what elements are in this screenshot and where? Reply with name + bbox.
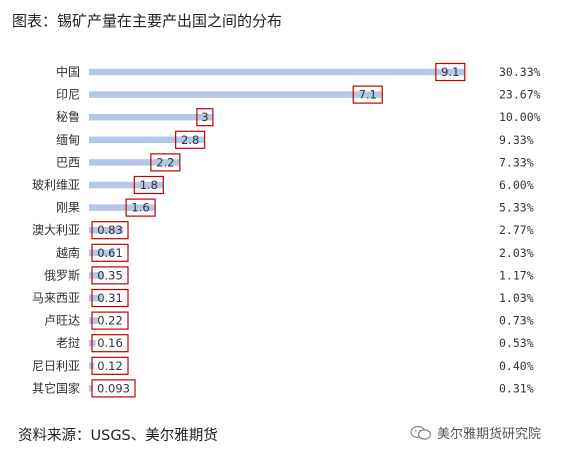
share-label: 0.53% bbox=[499, 336, 534, 350]
value-label: 0.31 bbox=[97, 291, 123, 305]
value-label: 0.12 bbox=[97, 359, 123, 373]
value-label: 0.16 bbox=[97, 336, 123, 350]
category-label: 卢旺达 bbox=[44, 313, 80, 328]
bars bbox=[89, 68, 465, 392]
value-highlight-box bbox=[125, 198, 156, 217]
share-label: 1.17% bbox=[499, 268, 534, 282]
source-note: 资料来源：USGS、美尔雅期货 bbox=[18, 428, 218, 444]
bar bbox=[89, 181, 164, 189]
bar bbox=[89, 136, 205, 144]
bar bbox=[89, 272, 104, 279]
value-highlight-box bbox=[91, 334, 129, 353]
share-label: 0.73% bbox=[499, 314, 534, 328]
category-label: 秘鲁 bbox=[56, 110, 80, 124]
value-highlight-box bbox=[91, 243, 129, 262]
value-label: 1.8 bbox=[140, 178, 158, 192]
value-label: 7.1 bbox=[359, 88, 377, 102]
category-label: 越南 bbox=[56, 245, 80, 260]
share-label: 0.31% bbox=[499, 381, 534, 395]
bar bbox=[89, 317, 99, 324]
category-label: 刚果 bbox=[56, 201, 80, 215]
value-highlight-box bbox=[352, 85, 383, 104]
share-label: 10.00% bbox=[499, 110, 541, 124]
bar bbox=[89, 385, 93, 392]
category-label: 澳大利亚 bbox=[32, 223, 80, 237]
value-label: 3 bbox=[201, 110, 208, 124]
category-label: 俄罗斯 bbox=[44, 268, 80, 282]
category-label: 老挝 bbox=[56, 336, 80, 350]
share-label: 9.33% bbox=[499, 133, 534, 147]
value-label: 0.83 bbox=[97, 223, 123, 237]
bar bbox=[89, 226, 124, 234]
category-label: 缅甸 bbox=[56, 133, 80, 147]
share-label: 6.00% bbox=[499, 178, 534, 192]
share-label: 30.33% bbox=[499, 65, 541, 79]
bar bbox=[89, 68, 465, 76]
value-highlight-box bbox=[150, 153, 181, 172]
share-label: 5.33% bbox=[499, 201, 534, 215]
category-label: 尼日利亚 bbox=[32, 359, 80, 373]
value-highlight-box bbox=[91, 311, 129, 330]
category-label: 玻利维亚 bbox=[32, 178, 80, 192]
value-highlight-box bbox=[91, 288, 129, 308]
value-highlight-box bbox=[435, 62, 466, 82]
value-label: 0.093 bbox=[97, 381, 130, 395]
value-label: 0.35 bbox=[97, 268, 123, 282]
bar bbox=[89, 91, 383, 98]
value-highlight-box bbox=[91, 356, 129, 375]
watermark: 美尔雅期货研究院 bbox=[410, 423, 541, 442]
wechat-icon bbox=[410, 425, 432, 440]
value-highlight-box bbox=[196, 108, 214, 127]
bar bbox=[89, 204, 156, 211]
category-label: 中国 bbox=[56, 64, 80, 79]
value-label: 2.8 bbox=[181, 133, 199, 147]
value-highlight-box bbox=[91, 221, 129, 240]
bar bbox=[89, 159, 180, 166]
category-label: 马来西亚 bbox=[32, 291, 80, 305]
bar bbox=[89, 249, 115, 257]
value-highlight-box bbox=[175, 130, 206, 149]
value-label: 2.2 bbox=[156, 155, 174, 169]
share-labels: 30.33% 23.67% 10.00% 9.33% 7.33% 6.00% 5.33% 2.… bbox=[499, 65, 541, 395]
share-label: 7.33% bbox=[499, 155, 534, 169]
value-highlight-box bbox=[133, 175, 164, 195]
bar bbox=[89, 113, 213, 121]
value-highlight-box bbox=[91, 266, 129, 285]
share-label: 23.67% bbox=[499, 88, 541, 102]
value-highlight-box bbox=[91, 379, 136, 398]
share-label: 0.40% bbox=[499, 359, 534, 373]
watermark-text: 美尔雅期货研究院 bbox=[437, 427, 542, 442]
bar bbox=[89, 294, 102, 302]
chart-title: 图表：锡矿产量在主要产出国之间的分布 bbox=[12, 12, 283, 30]
category-label: 其它国家 bbox=[32, 380, 80, 395]
share-label: 2.03% bbox=[499, 246, 534, 260]
value-label: 9.1 bbox=[441, 65, 459, 79]
value-label: 0.61 bbox=[97, 246, 123, 260]
category-labels: 中国印尼秘鲁缅甸巴西玻利维亚刚果澳大利亚越南俄罗斯马来西亚卢旺达老挝尼日利亚其它… bbox=[32, 64, 80, 395]
value-label: 0.22 bbox=[97, 314, 123, 328]
value-label: 1.6 bbox=[131, 201, 149, 215]
category-label: 印尼 bbox=[56, 88, 80, 102]
share-label: 2.77% bbox=[499, 223, 534, 237]
category-label: 巴西 bbox=[56, 155, 80, 169]
share-label: 1.03% bbox=[499, 291, 534, 305]
value-label-boxes: 9.1 7.1 32.8 2.2 1.8 1.6 0.83 0.61 0.35 0.31 0.22 0… bbox=[91, 62, 466, 398]
